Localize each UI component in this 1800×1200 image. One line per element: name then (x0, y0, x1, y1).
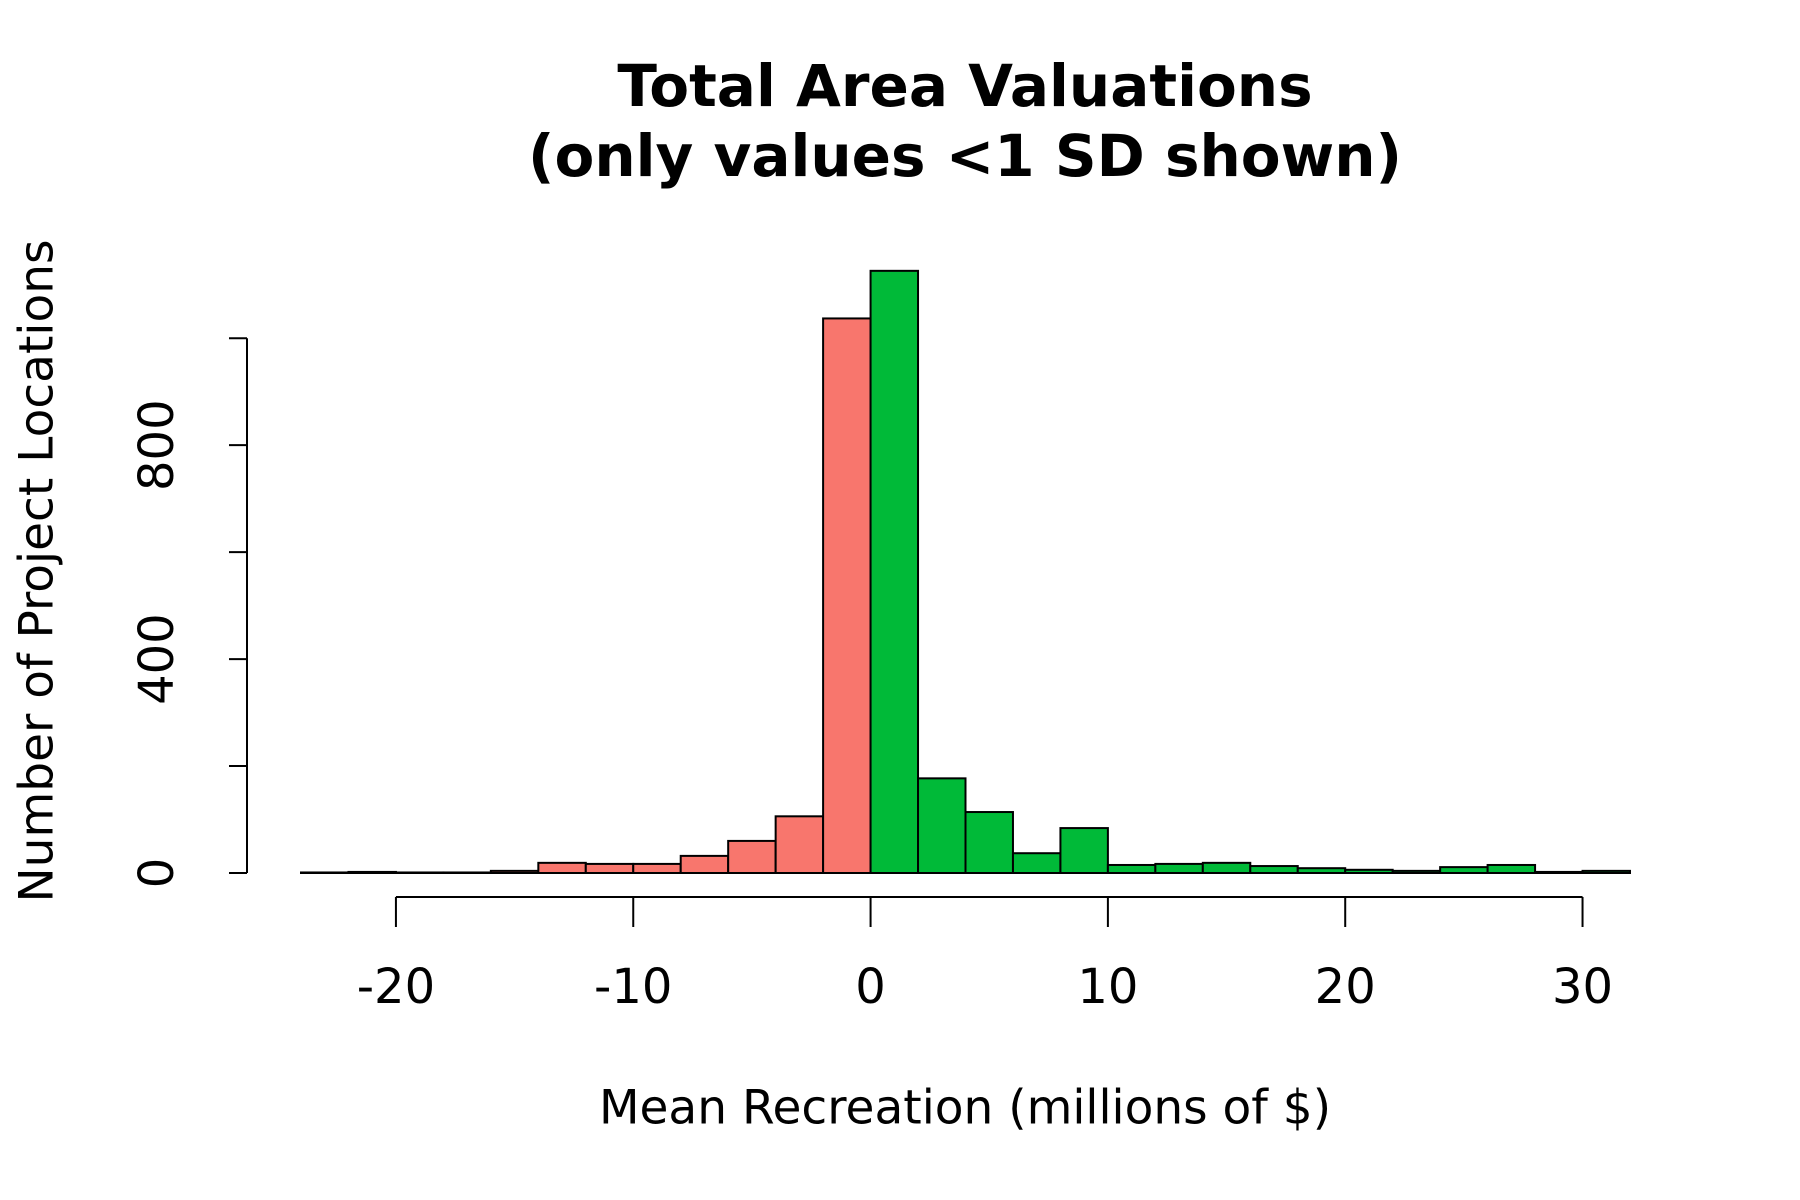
bar (1534, 870, 1584, 874)
y-axis-label: Number of Project Locations (10, 239, 65, 902)
y-tick-label: 400 (129, 613, 185, 705)
bar (822, 317, 872, 874)
bar (1249, 865, 1299, 875)
x-tick-label: 30 (1552, 959, 1613, 1015)
bar (1011, 852, 1062, 875)
y-tick-label: 0 (129, 858, 185, 889)
bar (1581, 869, 1632, 874)
bar (1154, 862, 1204, 874)
bar (442, 871, 492, 874)
chart-subtitle: (only values <1 SD shown) (528, 122, 1402, 190)
chart-title: Total Area Valuations (617, 52, 1312, 120)
bar (917, 777, 967, 875)
bar (774, 815, 825, 875)
x-tick-label: 0 (855, 959, 886, 1015)
x-tick-label: -10 (594, 959, 672, 1015)
bar (394, 871, 445, 874)
bar (1391, 869, 1442, 874)
bar (1439, 866, 1489, 874)
bar (1106, 863, 1157, 875)
bar (347, 870, 397, 874)
bar (1201, 861, 1252, 874)
bar (1059, 827, 1109, 874)
x-tick-label: 20 (1315, 959, 1376, 1015)
bar (869, 269, 920, 874)
bar (584, 862, 635, 874)
bar (537, 861, 587, 874)
bar (300, 871, 350, 874)
bar (1344, 868, 1394, 875)
bar (727, 839, 777, 874)
bar (489, 869, 540, 874)
x-tick-label: 10 (1077, 959, 1138, 1015)
bar (1486, 863, 1537, 875)
x-tick-label: -20 (357, 959, 435, 1015)
bar (632, 862, 682, 874)
bar (679, 854, 730, 875)
bar (1296, 867, 1347, 874)
bar (964, 811, 1014, 875)
y-tick-label: 800 (129, 399, 185, 491)
x-axis-label: Mean Recreation (millions of $) (599, 1081, 1331, 1136)
